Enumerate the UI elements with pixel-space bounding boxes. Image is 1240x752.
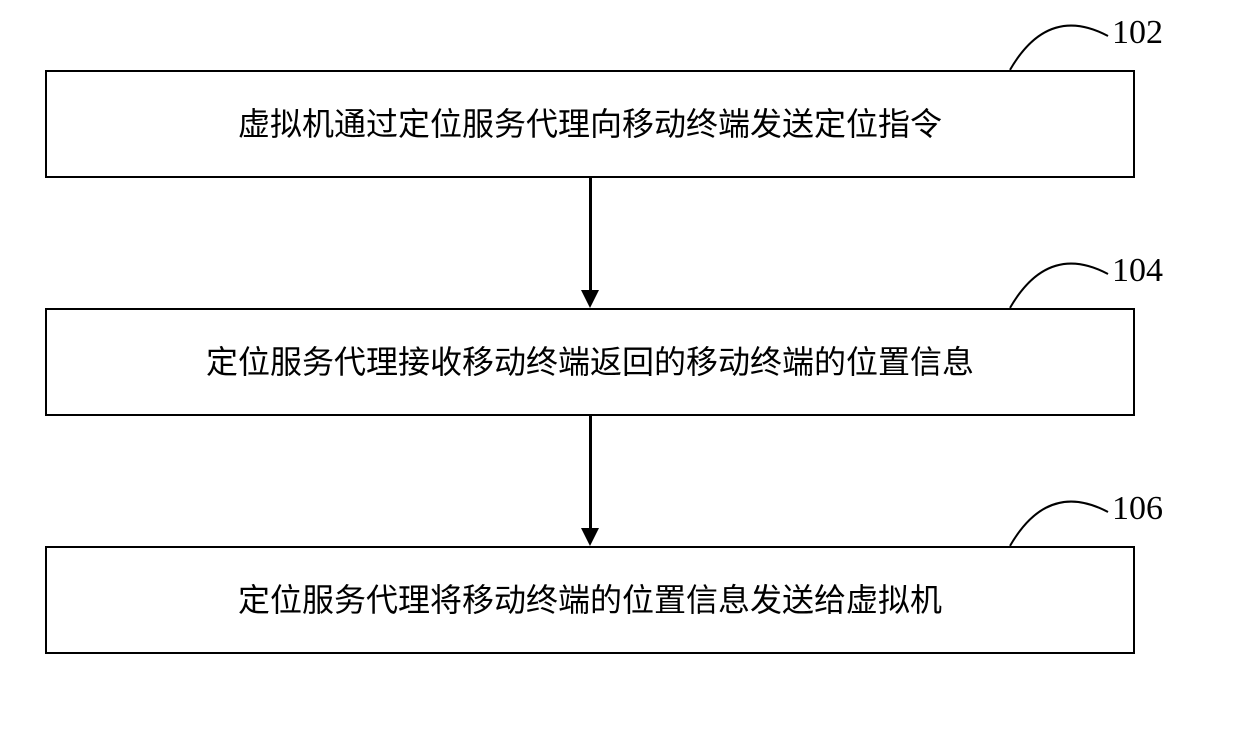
flow-step-text: 定位服务代理将移动终端的位置信息发送给虚拟机 <box>238 581 942 619</box>
flow-step-step-106: 定位服务代理将移动终端的位置信息发送给虚拟机 <box>45 546 1135 654</box>
leader-line <box>1006 270 1112 312</box>
step-label-label-102: 102 <box>1112 14 1163 52</box>
flow-step-text: 定位服务代理接收移动终端返回的移动终端的位置信息 <box>206 343 974 381</box>
connector-arrowhead <box>581 290 599 308</box>
leader-line <box>1006 32 1112 74</box>
step-label-label-104: 104 <box>1112 252 1163 290</box>
flow-step-step-102: 虚拟机通过定位服务代理向移动终端发送定位指令 <box>45 70 1135 178</box>
flow-step-step-104: 定位服务代理接收移动终端返回的移动终端的位置信息 <box>45 308 1135 416</box>
connector-arrowhead <box>581 528 599 546</box>
connector-line <box>589 178 592 290</box>
flowchart-stage: 虚拟机通过定位服务代理向移动终端发送定位指令定位服务代理接收移动终端返回的移动终… <box>0 0 1240 752</box>
step-label-label-106: 106 <box>1112 490 1163 528</box>
flow-step-text: 虚拟机通过定位服务代理向移动终端发送定位指令 <box>238 105 942 143</box>
connector-line <box>589 416 592 528</box>
leader-line <box>1006 508 1112 550</box>
